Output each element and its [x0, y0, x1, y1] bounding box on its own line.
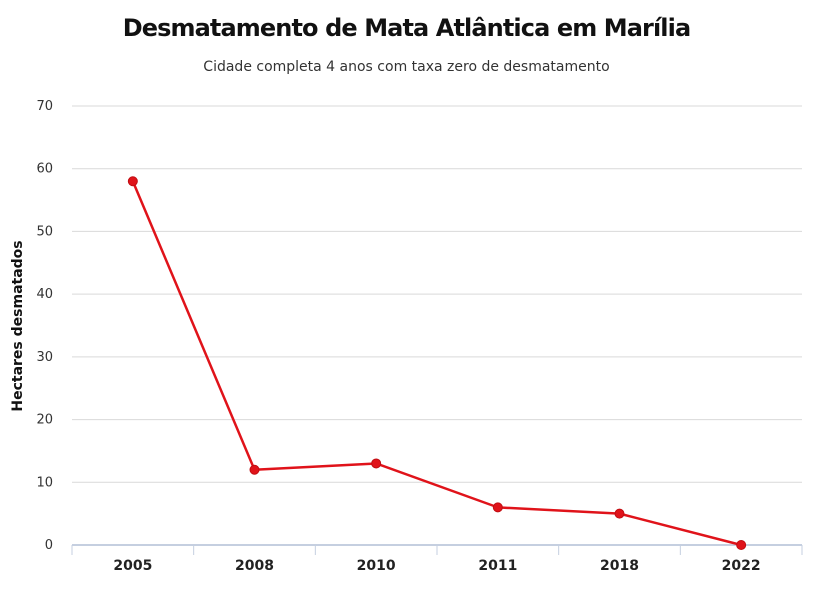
- x-tick-label: 2022: [722, 558, 761, 574]
- y-tick-label: 10: [36, 475, 53, 490]
- x-tick-label: 2011: [478, 558, 517, 574]
- y-axis-tick-labels: 0 10 20 30 40 50 60 70: [36, 99, 53, 553]
- x-axis: [71, 544, 803, 555]
- data-point[interactable]: [249, 464, 260, 475]
- data-point[interactable]: [492, 502, 503, 513]
- y-axis-title: Hectares desmatados: [10, 240, 26, 411]
- x-tick-label: 2005: [113, 558, 152, 574]
- x-tick-label: 2018: [600, 558, 639, 574]
- data-point[interactable]: [736, 540, 747, 550]
- data-point[interactable]: [371, 458, 382, 469]
- y-tick-label: 70: [36, 99, 53, 114]
- chart-subtitle: Cidade completa 4 anos com taxa zero de …: [203, 59, 610, 75]
- x-tick-label: 2010: [357, 558, 396, 574]
- series-line: [131, 180, 742, 547]
- grid-lines: [72, 105, 802, 483]
- data-point[interactable]: [127, 176, 138, 187]
- y-tick-label: 40: [36, 287, 53, 302]
- data-point[interactable]: [614, 508, 625, 519]
- y-tick-label: 50: [36, 224, 53, 239]
- x-axis-tick-labels: 2005 2008 2010 2011 2018 2022: [113, 558, 760, 574]
- x-tick-label: 2008: [235, 558, 274, 574]
- y-tick-label: 30: [36, 350, 53, 365]
- y-tick-label: 20: [36, 413, 53, 428]
- chart-title: Desmatamento de Mata Atlântica em Maríli…: [122, 14, 691, 42]
- y-tick-label: 0: [45, 538, 53, 553]
- y-tick-label: 60: [36, 162, 53, 177]
- series: [127, 176, 747, 550]
